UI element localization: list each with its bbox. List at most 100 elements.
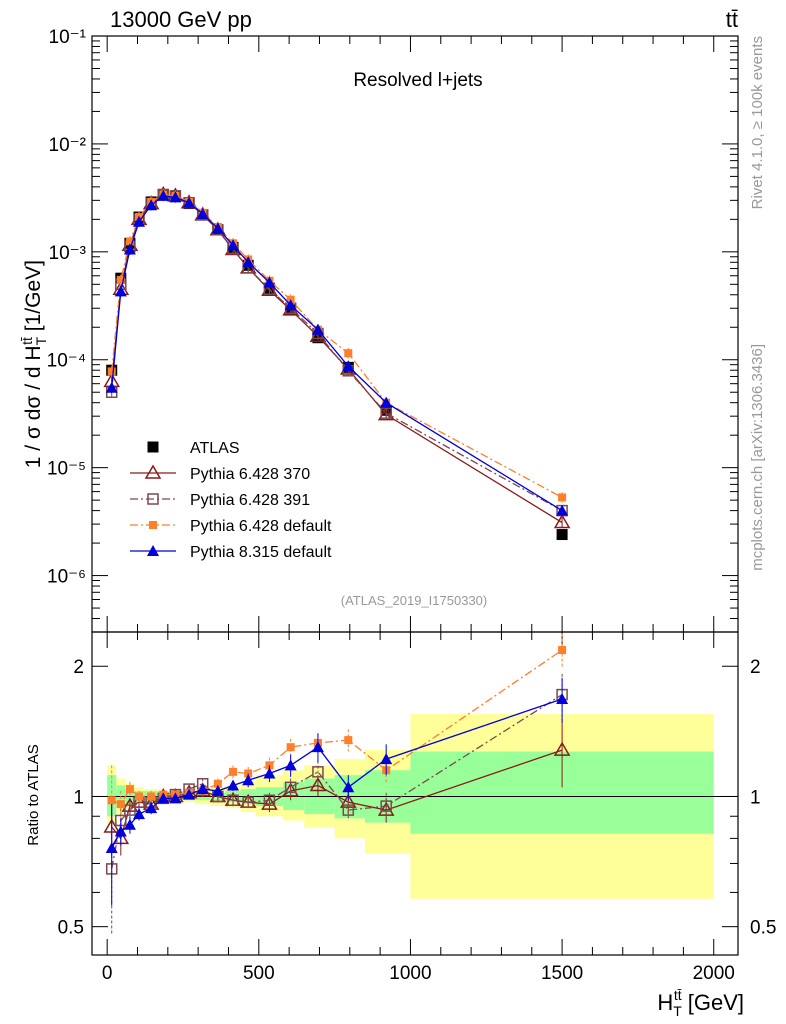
ratio-ylabel: Ratio to ATLAS	[25, 744, 42, 845]
legend-marker	[147, 545, 159, 556]
ratio-point	[556, 693, 569, 705]
series-line	[111, 193, 563, 498]
legend-label: Pythia 6.428 370	[190, 466, 310, 483]
ratio-point	[553, 741, 571, 756]
ratio-y-tick-label: 2	[73, 657, 84, 678]
xlabel: HTtt̄ [GeV]	[657, 987, 744, 1019]
ratio-point	[133, 808, 146, 820]
y-tick-label: 10⁻²	[49, 135, 87, 156]
plot-title: Resolved l+jets	[353, 70, 482, 91]
x-tick-label: 1500	[541, 963, 583, 984]
ratio-point	[125, 785, 134, 794]
legend-label: ATLAS	[190, 440, 240, 457]
x-tick-label: 0	[102, 963, 113, 984]
ratio-point	[286, 743, 295, 752]
legend-label: Pythia 8.315 default	[190, 544, 332, 561]
y-tick-label: 10⁻⁵	[47, 459, 86, 480]
data-point	[342, 360, 355, 372]
main-ylabel: 1 / σ dσ / d HTtt̄ [1/GeV]	[19, 260, 49, 468]
y-tick-label: 10⁻⁴	[47, 351, 86, 372]
ratio-point	[242, 796, 254, 808]
data-point	[114, 285, 127, 297]
ratio-y-tick-label-right: 1	[750, 787, 761, 808]
ratio-point	[229, 767, 238, 776]
ratio-point	[242, 774, 255, 786]
data-point	[311, 323, 324, 335]
data-point	[105, 381, 118, 393]
data-point	[377, 406, 395, 421]
y-tick-label: 10⁻⁶	[47, 567, 86, 588]
ratio-point	[183, 788, 196, 800]
data-point	[145, 199, 158, 211]
ratio-point	[342, 804, 355, 816]
x-tick-label: 1000	[389, 963, 431, 984]
data-point	[380, 396, 393, 408]
svg-text:HTtt̄ [GeV]: HTtt̄ [GeV]	[657, 987, 744, 1019]
data-point	[556, 529, 568, 541]
ratio-point	[342, 781, 355, 793]
data-point	[211, 222, 224, 234]
data-point	[196, 207, 209, 219]
ratio-series-pythia-8-315-default	[105, 677, 569, 906]
ratio-point	[211, 784, 224, 796]
main-frame	[91, 35, 739, 633]
ratio-y-tick-label-right: 0.5	[750, 918, 776, 939]
ratio-point	[105, 842, 118, 854]
ratio-point	[309, 777, 327, 792]
data-point	[169, 191, 182, 203]
data-point	[242, 256, 255, 268]
data-point	[125, 237, 134, 246]
ratio-point	[558, 646, 567, 655]
ratio-point	[196, 783, 209, 795]
ratio-point	[169, 792, 182, 804]
ratio-point	[114, 825, 127, 837]
data-point	[556, 504, 569, 516]
energy-label: 13000 GeV pp	[110, 7, 252, 32]
legend-marker	[147, 493, 159, 505]
ratio-point	[135, 792, 144, 801]
ratio-point	[284, 759, 297, 771]
ratio-y-tick-label: 1	[73, 787, 84, 808]
data-point	[107, 367, 116, 376]
legend-label: Pythia 6.428 391	[190, 492, 310, 509]
data-point	[309, 327, 327, 343]
data-point	[263, 276, 276, 288]
ratio-point	[263, 767, 276, 779]
series-atlas	[106, 188, 568, 541]
site-label: mcplots.cern.ch [arXiv:1306.3436]	[749, 344, 766, 571]
legend-marker	[147, 441, 159, 453]
legend-marker	[144, 464, 162, 479]
x-tick-label: 2000	[693, 963, 735, 984]
ratio-point	[147, 792, 156, 801]
data-point	[558, 493, 567, 502]
ratio-point	[380, 753, 393, 765]
data-point	[133, 215, 146, 227]
ratio-panel: 0.5 0.5 1 1 2 2 0 500 1000 1500 2000	[58, 631, 776, 984]
svg-text:1 / σ dσ / d HTtt̄ [1/GeV]: 1 / σ dσ / d HTtt̄ [1/GeV]	[19, 260, 49, 468]
series-pythia-8-315-default	[105, 189, 569, 516]
ratio-point	[145, 802, 158, 814]
data-point	[261, 281, 278, 297]
data-point	[553, 514, 571, 529]
main-panel: 10⁻¹ 10⁻² 10⁻³ 10⁻⁴ 10⁻⁵ 10⁻⁶	[47, 27, 739, 633]
ratio-point	[124, 804, 136, 816]
analysis-id: (ATLAS_2019_I1750330)	[341, 593, 487, 608]
ratio-point	[123, 818, 136, 830]
ratio-y-tick-label-right: 2	[750, 657, 761, 678]
y-tick-label: 10⁻³	[49, 243, 87, 264]
data-point	[123, 243, 136, 255]
ratio-point	[284, 781, 297, 794]
x-tick-label: 500	[243, 963, 275, 984]
ratio-point	[227, 779, 240, 791]
legend-label: Pythia 6.428 default	[190, 518, 332, 535]
ratio-point	[213, 779, 222, 788]
ratio-point	[157, 792, 170, 804]
series-pythia-6-428-default	[107, 189, 567, 503]
ratio-point	[344, 736, 353, 745]
ratio-frame	[91, 631, 739, 956]
ratio-point	[312, 766, 324, 778]
ratio-point	[116, 800, 125, 809]
data-point	[380, 407, 392, 419]
ratio-point	[261, 795, 278, 810]
